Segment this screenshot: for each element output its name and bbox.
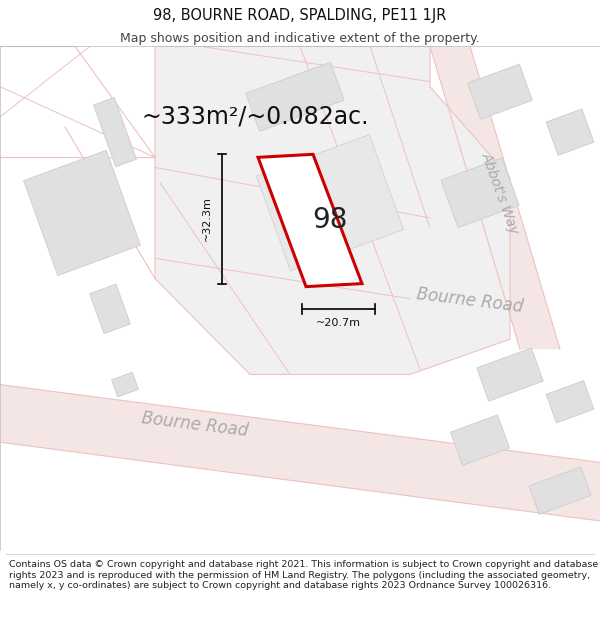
Text: Contains OS data © Crown copyright and database right 2021. This information is : Contains OS data © Crown copyright and d… <box>9 560 598 590</box>
Polygon shape <box>257 134 403 271</box>
Text: 98, BOURNE ROAD, SPALDING, PE11 1JR: 98, BOURNE ROAD, SPALDING, PE11 1JR <box>154 8 446 23</box>
Polygon shape <box>451 415 509 466</box>
Polygon shape <box>441 158 519 228</box>
Text: ~32.3m: ~32.3m <box>202 196 212 241</box>
Polygon shape <box>546 109 594 155</box>
Text: Bourne Road: Bourne Road <box>416 285 524 316</box>
Polygon shape <box>258 154 362 287</box>
Polygon shape <box>467 64 532 119</box>
Polygon shape <box>546 381 594 423</box>
Polygon shape <box>529 467 591 514</box>
Polygon shape <box>94 98 136 167</box>
Polygon shape <box>246 62 344 131</box>
Text: Bourne Road: Bourne Road <box>140 409 250 441</box>
Polygon shape <box>477 348 543 401</box>
Text: ~20.7m: ~20.7m <box>316 318 361 328</box>
Polygon shape <box>89 284 130 334</box>
Polygon shape <box>430 46 560 349</box>
Text: ~333m²/~0.082ac.: ~333m²/~0.082ac. <box>141 105 369 129</box>
Polygon shape <box>112 372 139 397</box>
Polygon shape <box>23 150 140 276</box>
Polygon shape <box>155 46 510 374</box>
Text: Map shows position and indicative extent of the property.: Map shows position and indicative extent… <box>120 32 480 46</box>
Text: Abbot's Way: Abbot's Way <box>479 150 521 236</box>
Polygon shape <box>0 384 600 521</box>
Text: 98: 98 <box>312 206 347 234</box>
